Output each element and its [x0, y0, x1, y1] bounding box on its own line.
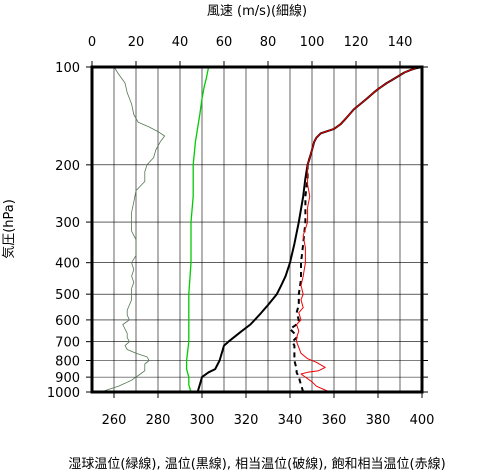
bottom-tick-label: 260: [102, 413, 127, 428]
pressure-tick-label: 200: [55, 159, 80, 174]
y-axis-title: 気圧(hPa): [1, 199, 17, 259]
pressure-tick-label: 500: [55, 288, 80, 303]
equivalent-potential-temperature-line: [289, 157, 311, 393]
pressure-tick-label: 900: [55, 371, 80, 386]
pressure-tick-label: 100: [55, 61, 80, 76]
bottom-tick-label: 320: [234, 413, 259, 428]
bottom-tick-label: 340: [278, 413, 303, 428]
pressure-tick-label: 600: [55, 314, 80, 329]
pressure-tick-label: 700: [55, 336, 80, 351]
wet-bulb-potential-temperature-line: [185, 66, 210, 393]
top-tick-label: 60: [216, 35, 233, 50]
top-tick-label: 20: [128, 35, 145, 50]
top-tick-label: 0: [88, 35, 96, 50]
pressure-tick-label: 1000: [47, 386, 80, 401]
tick-layer: 0 20 40 60 80 100 120 140 260 280 300 320 340 360 380 4…: [47, 35, 435, 428]
saturated-equivalent-potential-temperature-line: [296, 66, 423, 393]
chart-caption: 湿球温位(緑線), 温位(黒線), 相当温位(破線), 飽和相当温位(赤線): [68, 456, 445, 472]
bottom-tick-label: 360: [322, 413, 347, 428]
bottom-tick-label: 400: [410, 413, 435, 428]
series-layer: [100, 66, 423, 393]
wind-speed-line: [100, 66, 165, 393]
pressure-tick-label: 800: [55, 355, 80, 370]
top-tick-label: 120: [344, 35, 369, 50]
bottom-tick-label: 300: [190, 413, 215, 428]
pressure-tick-label: 300: [55, 216, 80, 231]
bottom-tick-label: 380: [366, 413, 391, 428]
plot-frame: [90, 65, 424, 394]
top-tick-label: 140: [388, 35, 413, 50]
pressure-tick-label: 400: [55, 257, 80, 272]
bottom-tick-label: 280: [146, 413, 171, 428]
top-tick-label: 100: [300, 35, 325, 50]
top-tick-label: 80: [260, 35, 277, 50]
top-axis-title: 風速 (m/s)(細線): [207, 3, 307, 19]
top-tick-label: 40: [172, 35, 189, 50]
